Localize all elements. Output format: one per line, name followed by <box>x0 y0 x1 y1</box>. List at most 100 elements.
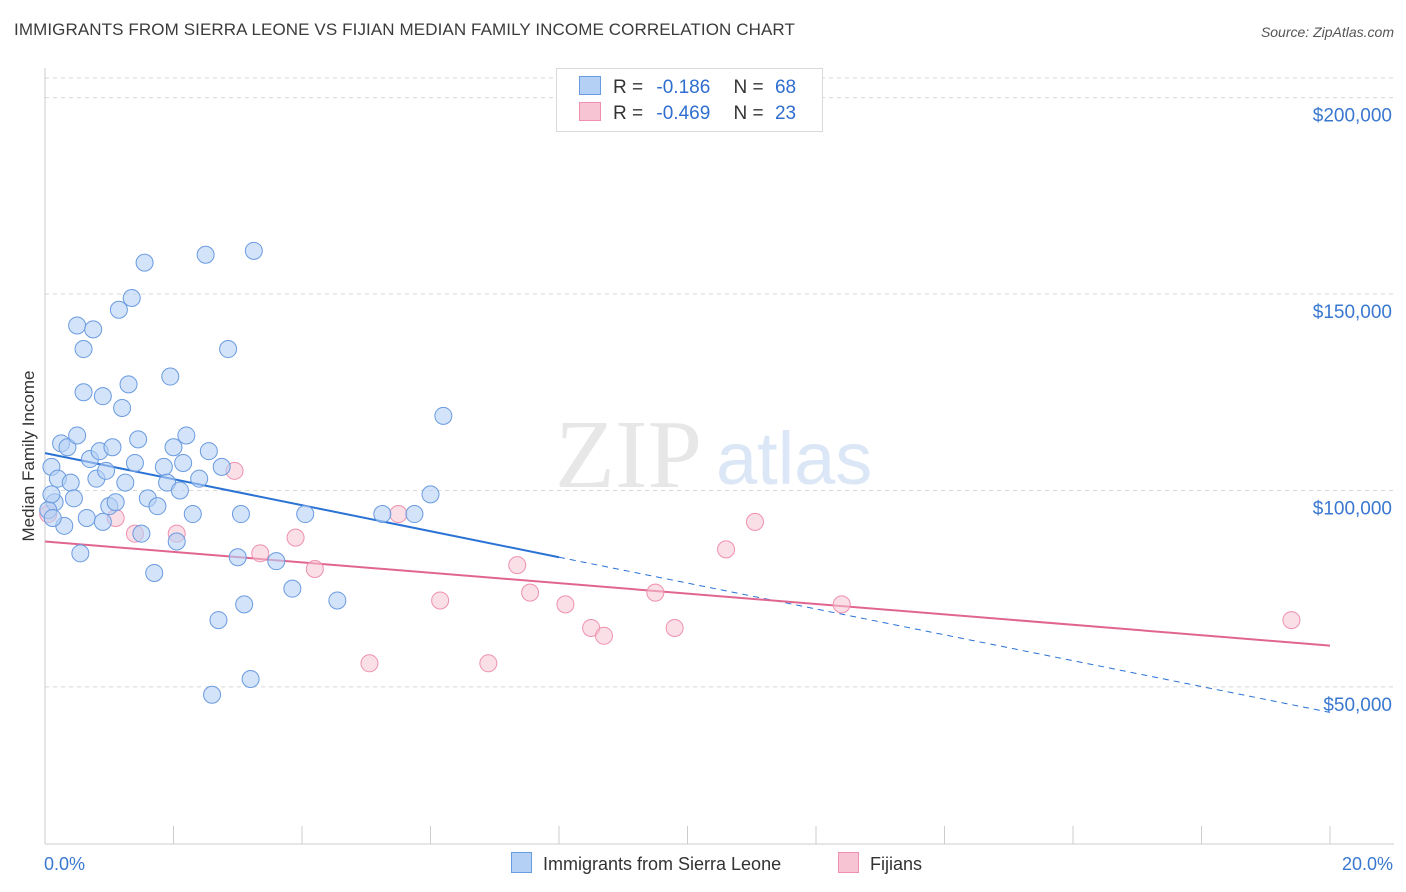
data-point-sierra-leone <box>199 442 218 461</box>
data-point-fijians <box>745 512 764 531</box>
data-point-fijians <box>832 595 851 614</box>
data-point-sierra-leone <box>405 505 424 524</box>
data-point-sierra-leone <box>328 591 347 610</box>
data-point-sierra-leone <box>154 457 173 476</box>
legend-r-value: -0.186 <box>656 77 711 98</box>
y-axis-label: Median Family Income <box>19 370 38 541</box>
data-point-sierra-leone <box>148 497 167 516</box>
data-point-sierra-leone <box>116 473 135 492</box>
data-point-fijians <box>508 556 527 575</box>
data-point-sierra-leone <box>71 544 90 563</box>
data-point-sierra-leone <box>64 489 83 508</box>
data-point-sierra-leone <box>183 505 202 524</box>
data-point-sierra-leone <box>106 493 125 512</box>
data-point-fijians <box>305 560 324 579</box>
tick-labels: $50,000 $100,000 $150,000 $200,000 0.0% 20.0% <box>44 106 1393 874</box>
data-point-sierra-leone <box>283 579 302 598</box>
chart-source: Source: ZipAtlas.com <box>1260 24 1394 40</box>
data-point-sierra-leone <box>135 253 154 272</box>
data-point-sierra-leone <box>125 453 144 472</box>
data-point-sierra-leone <box>434 406 453 425</box>
bottom-legend-swatch-pink <box>838 852 859 873</box>
bottom-legend-label: Immigrants from Sierra Leone <box>543 854 782 874</box>
data-point-sierra-leone <box>203 685 222 704</box>
legend-n-value: 23 <box>774 103 797 124</box>
data-point-fijians <box>665 618 684 637</box>
data-point-sierra-leone <box>103 438 122 457</box>
legend-n-value: 68 <box>774 77 797 98</box>
y-tick-label: $50,000 <box>1323 695 1392 716</box>
y-tick-label: $200,000 <box>1313 106 1392 127</box>
data-point-sierra-leone <box>296 505 315 524</box>
watermark: ZIP atlas <box>555 401 872 509</box>
data-point-sierra-leone <box>129 430 148 449</box>
data-point-sierra-leone <box>68 426 87 445</box>
watermark-atlas: atlas <box>716 417 872 500</box>
data-point-sierra-leone <box>228 548 247 567</box>
data-point-sierra-leone <box>212 457 231 476</box>
data-point-fijians <box>1282 611 1301 630</box>
data-point-sierra-leone <box>93 512 112 531</box>
legend-swatch-blue <box>579 76 601 95</box>
chart-title: IMMIGRANTS FROM SIERRA LEONE VS FIJIAN M… <box>14 20 795 39</box>
data-point-sierra-leone <box>58 438 77 457</box>
bottom-legend-swatch-blue <box>511 852 532 873</box>
data-point-sierra-leone <box>177 426 196 445</box>
data-point-sierra-leone <box>42 485 61 504</box>
data-point-sierra-leone <box>231 505 250 524</box>
data-point-sierra-leone <box>97 461 116 480</box>
data-point-fijians <box>360 654 379 673</box>
legend-r-label: R = <box>613 77 644 98</box>
data-point-fijians <box>389 505 408 524</box>
stats-legend: R = -0.186 N = 68 R = -0.469 N = 23 <box>556 68 823 132</box>
x-tick-label: 20.0% <box>1342 854 1393 874</box>
data-point-fijians <box>646 583 665 602</box>
data-point-sierra-leone <box>244 241 263 260</box>
data-point-sierra-leone <box>421 485 440 504</box>
data-point-fijians <box>717 540 736 559</box>
data-point-sierra-leone <box>190 469 209 488</box>
data-point-sierra-leone <box>74 383 93 402</box>
data-point-sierra-leone <box>119 375 138 394</box>
data-point-sierra-leone <box>109 300 128 319</box>
y-tick-label: $150,000 <box>1313 302 1392 323</box>
data-point-sierra-leone <box>164 438 183 457</box>
data-point-sierra-leone <box>43 508 62 527</box>
legend-row-sierra-leone: R = -0.186 N = 68 <box>579 76 796 100</box>
data-point-sierra-leone <box>174 453 193 472</box>
data-point-sierra-leone <box>61 473 80 492</box>
data-point-sierra-leone <box>84 320 103 339</box>
data-point-sierra-leone <box>167 532 186 551</box>
axes <box>44 68 1394 845</box>
data-point-fijians <box>521 583 540 602</box>
sierra-leone-points <box>39 241 453 704</box>
data-point-sierra-leone <box>68 316 87 335</box>
data-point-sierra-leone <box>170 481 189 500</box>
legend-row-fijians: R = -0.469 N = 23 <box>579 102 796 126</box>
bottom-legend-sierra-leone: Immigrants from Sierra Leone <box>511 852 781 875</box>
data-point-sierra-leone <box>113 398 132 417</box>
data-point-fijians <box>556 595 575 614</box>
bottom-legend-label: Fijians <box>870 854 923 874</box>
data-point-sierra-leone <box>122 288 141 307</box>
data-point-fijians <box>431 591 450 610</box>
data-point-sierra-leone <box>241 670 260 689</box>
legend-r-label: R = <box>613 103 644 124</box>
data-point-sierra-leone <box>235 595 254 614</box>
data-point-fijians <box>594 626 613 645</box>
bottom-legend-fijians: Fijians <box>838 852 922 875</box>
data-point-sierra-leone <box>93 387 112 406</box>
data-point-sierra-leone <box>145 563 164 582</box>
legend-n-label: N = <box>733 103 764 124</box>
legend-r-value: -0.469 <box>656 103 711 124</box>
legend-swatch-pink <box>579 102 601 121</box>
data-point-sierra-leone <box>196 245 215 264</box>
data-point-fijians <box>479 654 498 673</box>
data-point-fijians <box>286 528 305 547</box>
data-point-fijians <box>251 544 270 563</box>
x-tick-label: 0.0% <box>44 854 85 874</box>
data-point-sierra-leone <box>132 524 151 543</box>
data-point-sierra-leone <box>209 611 228 630</box>
data-point-sierra-leone <box>161 367 180 386</box>
